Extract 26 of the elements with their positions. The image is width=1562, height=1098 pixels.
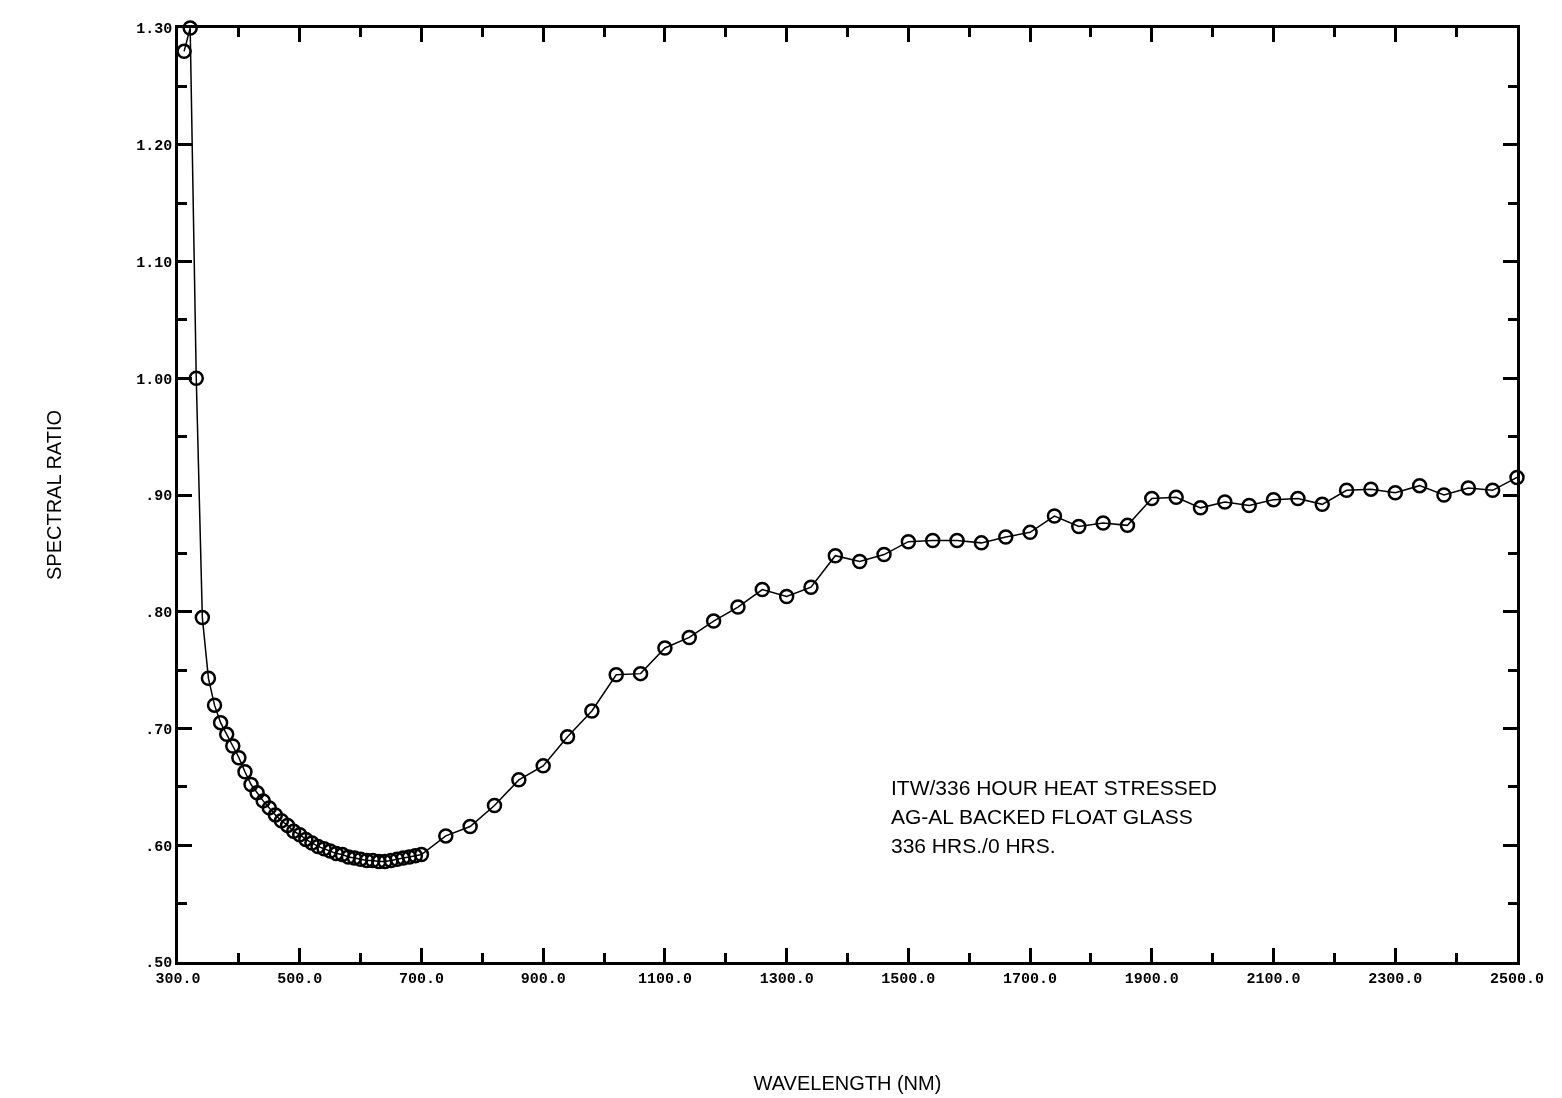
- y-tick-label: 1.10: [136, 254, 173, 272]
- y-tick-label: 1.30: [136, 21, 173, 39]
- y-tick-label: .70: [145, 721, 173, 739]
- x-tick-label: 2100.0: [1246, 970, 1301, 988]
- annotation: 336 HRS./0 HRS.: [891, 834, 1056, 857]
- y-tick-label: .90: [145, 488, 173, 506]
- x-tick-label: 1300.0: [759, 970, 814, 988]
- y-tick-label: 1.20: [136, 138, 173, 155]
- x-axis-title: WAVELENGTH (NM): [753, 1072, 942, 1095]
- x-tick-label: 1100.0: [637, 970, 692, 988]
- x-tick-label: 700.0: [398, 970, 444, 988]
- annotation: AG-AL BACKED FLOAT GLASS: [891, 805, 1193, 828]
- x-tick-label: 2500.0: [1489, 970, 1545, 988]
- y-axis-title: SPECTRAL RATIO: [42, 409, 65, 581]
- y-tick-label: .60: [145, 838, 173, 856]
- x-tick-label: 2300.0: [1368, 970, 1423, 988]
- x-tick-label: 1900.0: [1124, 970, 1179, 988]
- x-tick-label: 300.0: [155, 970, 201, 988]
- x-tick-label: 1700.0: [1003, 970, 1058, 988]
- x-tick-label: 500.0: [277, 970, 323, 988]
- y-tick-label: 1.00: [136, 371, 173, 389]
- x-tick-label: 1500.0: [881, 970, 936, 988]
- x-tick-label: 900.0: [520, 970, 566, 988]
- y-tick-label: .50: [145, 955, 173, 973]
- y-tick-label: .80: [145, 605, 173, 622]
- annotation: ITW/336 HOUR HEAT STRESSED: [891, 776, 1217, 799]
